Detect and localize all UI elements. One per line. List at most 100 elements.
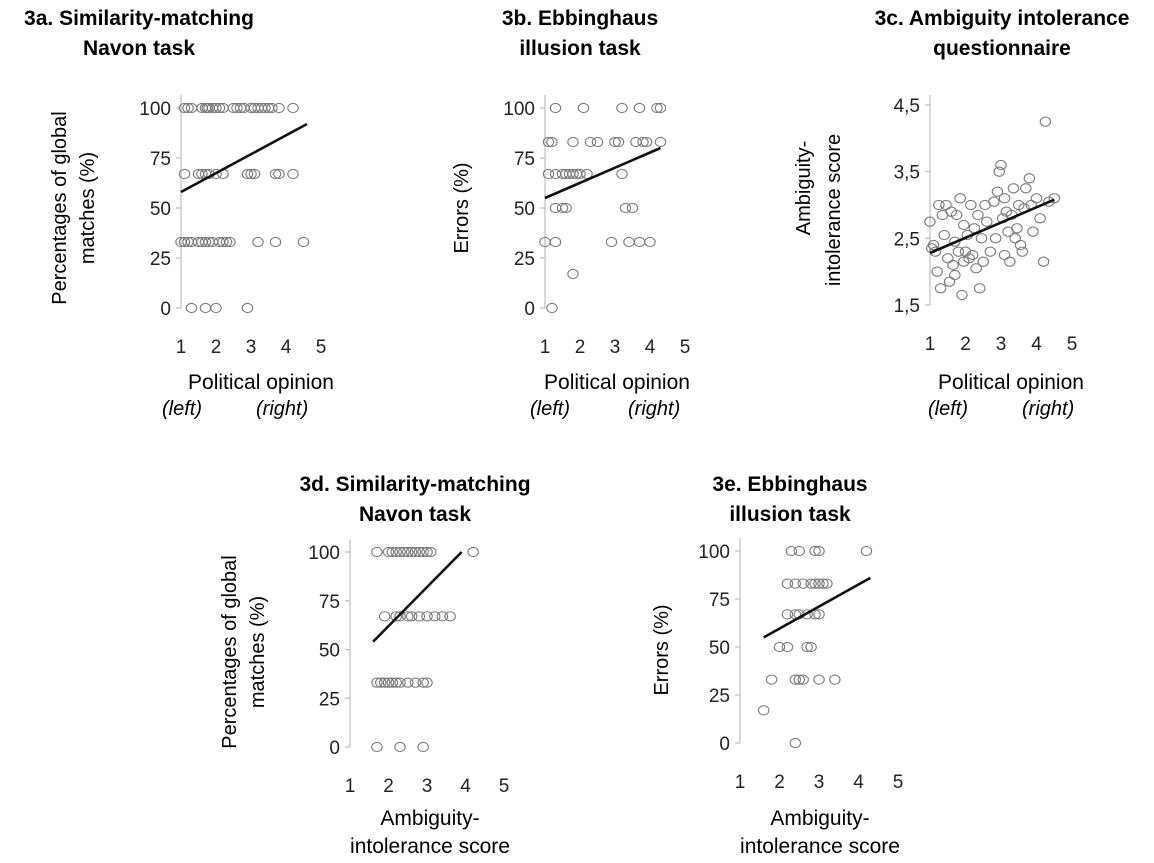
panel-3b-data-point [560, 202, 572, 214]
panel-3c-data-point [931, 266, 943, 277]
panel-3d-data-point [417, 546, 429, 558]
panel-3e-data-point [813, 578, 825, 589]
panel-3d-data-point [394, 611, 406, 622]
panel-3b-x-tick-label: 5 [680, 337, 691, 358]
panel-3e-x-axis-label-line-2: intolerance score [740, 835, 900, 858]
panel-3e-data-point [781, 578, 794, 589]
panel-3b-title-line-1: 3b. Ebbinghaus [501, 7, 659, 30]
panel-3c-data-point [1020, 183, 1032, 194]
panel-3d-data-point [428, 611, 441, 622]
panel-3b-data-point [556, 202, 569, 214]
panel-3b-data-point [542, 168, 555, 180]
panel-3c-x-end-right-label: (right) [1022, 398, 1075, 420]
panel-3a-data-point [178, 168, 191, 180]
panel-3a-y-tick-label: 50 [150, 199, 171, 220]
panel-3d-data-point [409, 677, 422, 688]
panel-3a-y-tick-label: 100 [139, 99, 171, 120]
panel-3c-data-point [1014, 239, 1027, 251]
panel-3a-data-point [178, 102, 191, 114]
panel-3b-y-tick-label: 75 [514, 149, 535, 170]
panel-3b-x-tick-label: 4 [645, 337, 656, 358]
panel-3a-x-tick-label: 4 [281, 337, 292, 358]
panel-3c-x-tick-label: 3 [996, 334, 1007, 355]
panel-3c-data-point [977, 256, 989, 267]
panel-3a-data-point [241, 302, 254, 314]
panel-3b-data-point [546, 136, 558, 148]
panel-3c-data-point [998, 249, 1011, 261]
panel-3a-y-tick-label: 25 [150, 249, 171, 270]
panel-3d-data-point [401, 546, 414, 558]
panel-3d-title-line-1: 3d. Similarity-matching [299, 473, 531, 496]
panel-3d-data-point [401, 611, 414, 622]
panel-3b-data-point [609, 136, 621, 148]
panel-3a-x-tick-label: 2 [211, 337, 222, 358]
panel-3d-x-axis-label-line-2: intolerance score [350, 835, 510, 858]
panel-3d-data-point [390, 677, 402, 688]
panel-3a-data-point [231, 102, 243, 114]
panel-3e-data-point [785, 545, 798, 557]
panel-3d-x-tick-label: 1 [345, 776, 356, 797]
panel-3e-data-point [809, 578, 821, 589]
panel-3c-data-point [1009, 233, 1021, 244]
panel-3b-title-line-2: illusion task [519, 37, 641, 60]
panel-3d-y-tick-label: 100 [308, 543, 340, 564]
panel-3c-data-point [965, 199, 977, 211]
panel-3a-data-point [224, 236, 236, 248]
panel-3b-data-point [654, 136, 667, 148]
panel-3e-data-point [801, 609, 813, 620]
panel-3c-data-point [972, 209, 984, 221]
panel-3d-data-point [386, 677, 399, 688]
panel-3c-title-line-1: 3c. Ambiguity intolerance [874, 7, 1130, 30]
panel-3a-data-point [287, 168, 299, 180]
panel-3e-y-tick-label: 0 [719, 734, 730, 755]
panel-3e-y-tick-label: 75 [709, 590, 730, 611]
panel-3c-data-point [1027, 226, 1039, 237]
panel-3a-data-point [217, 236, 229, 248]
panel-3d-x-tick-label: 2 [383, 776, 394, 797]
panel-3c-x-end-left-label: (left) [928, 398, 968, 420]
panel-3c-x-tick-label: 4 [1031, 334, 1042, 355]
panel-3c-data-point [984, 246, 997, 257]
panel-3d-data-point [394, 741, 406, 753]
panel-3b-data-point [633, 102, 646, 114]
panel-3b-x-tick-label: 2 [575, 337, 586, 358]
panel-3c-data-point [954, 193, 966, 204]
panel-3e-data-point [757, 705, 770, 716]
panel-3a-data-point [178, 236, 191, 248]
panel-3c-data-point [1030, 193, 1043, 204]
panel-3a-x-axis-label: Political opinion [188, 371, 334, 394]
panel-3a-data-point [269, 236, 282, 248]
panel-3c-data-point [950, 209, 963, 221]
panel-3e-data-point [821, 578, 833, 589]
panel-3e-x-tick-label: 1 [735, 772, 746, 793]
panel-3a-data-point [269, 168, 282, 180]
panel-3e-data-point [781, 609, 794, 620]
panel-3a-data-point [220, 236, 233, 248]
panel-3c-x-axis-label: Political opinion [938, 371, 1084, 394]
panel-3b-data-point [633, 236, 646, 248]
panel-3c-data-point [933, 199, 945, 211]
panel-3c-data-point [998, 193, 1011, 204]
panel-3b-data-point [549, 102, 562, 114]
panel-3a-data-point [259, 102, 271, 114]
panel-3d-x-tick-label: 5 [499, 776, 510, 797]
panel-3c-data-point [924, 216, 936, 227]
panel-3d-data-point [417, 741, 429, 753]
panel-3c-y-tick-label: 4,5 [894, 96, 920, 117]
panel-3c-data-point [966, 249, 979, 261]
panel-3c-data-point [1048, 193, 1061, 204]
panel-3b-y-tick-label: 100 [503, 99, 535, 120]
panel-3c-y-tick-label: 2,5 [894, 229, 920, 250]
panel-3c-data-point [927, 239, 940, 251]
panel-3d-data-point [390, 611, 402, 622]
panel-3c-data-point [949, 236, 961, 247]
panel-3a-title-line-2: Navon task [82, 37, 196, 60]
panel-3c-data-point [1037, 256, 1050, 267]
panel-3a-data-point [199, 302, 212, 314]
panel-3b-data-point [644, 236, 656, 248]
panel-3b-data-point [623, 236, 635, 248]
panel-3c-data-point [934, 283, 947, 294]
panel-3e-trendline [763, 576, 871, 639]
panel-3c-data-point [949, 269, 961, 281]
